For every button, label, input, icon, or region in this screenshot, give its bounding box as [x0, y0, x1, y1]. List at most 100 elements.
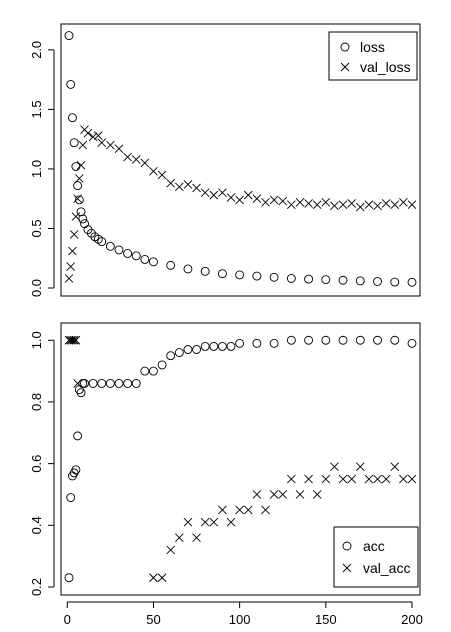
bottom-x-axis: 0 50 100 150 200	[64, 601, 423, 627]
loss-point	[67, 113, 77, 123]
val-acc-point	[200, 517, 210, 527]
val-loss-point	[68, 246, 77, 256]
loss-point	[73, 181, 83, 191]
val-loss-point	[149, 166, 158, 176]
val-acc-point	[321, 474, 331, 484]
val-acc-point	[183, 517, 193, 527]
val-loss-point	[295, 197, 305, 207]
val-loss-point	[209, 190, 219, 200]
loss-point	[123, 249, 133, 258]
val-acc-point	[218, 505, 227, 515]
val-loss-point	[261, 197, 270, 207]
val-loss-point	[347, 199, 356, 208]
loss-point	[407, 277, 417, 287]
acc-point	[157, 360, 167, 370]
legend-label-val-loss: val_loss	[360, 59, 411, 75]
val-loss-point	[174, 182, 184, 192]
y-tick-label: 0.6	[29, 455, 44, 473]
loss-point	[78, 214, 88, 224]
acc-point	[66, 493, 76, 503]
loss-point	[74, 195, 84, 205]
loss-point	[76, 207, 86, 217]
val-loss-point	[123, 152, 132, 162]
val-loss-point	[114, 144, 124, 154]
acc-point	[88, 378, 98, 388]
loss-point	[390, 277, 400, 287]
acc-point	[235, 338, 245, 348]
y-tick-label: 1.0	[29, 331, 44, 349]
val-loss-point	[399, 197, 408, 207]
top-points	[64, 31, 417, 287]
acc-point	[217, 341, 227, 351]
loss-point	[97, 237, 107, 247]
legend-symbol	[340, 42, 350, 52]
val-loss-point	[183, 180, 193, 189]
val-acc-point	[338, 474, 348, 484]
acc-point	[252, 338, 262, 348]
x-tick-label: 50	[146, 612, 160, 627]
val-acc-point	[390, 462, 400, 472]
val-acc-point	[73, 379, 82, 388]
val-acc-point	[166, 545, 176, 555]
val-loss-point	[76, 161, 86, 170]
acc-point	[304, 335, 314, 345]
acc-point	[123, 378, 133, 388]
val-loss-point	[235, 195, 244, 205]
loss-point	[252, 271, 262, 281]
val-acc-point	[243, 505, 253, 515]
acc-point	[174, 348, 184, 358]
top-legend: loss val_loss	[328, 31, 418, 81]
val-acc-point	[252, 490, 262, 499]
acc-point	[80, 378, 89, 388]
val-loss-point	[166, 178, 176, 188]
val-acc-point	[149, 573, 158, 583]
val-loss-point	[252, 194, 262, 204]
val-loss-point	[338, 200, 348, 209]
top-legend-box	[328, 31, 418, 81]
legend-symbol	[340, 62, 350, 72]
loss-point	[304, 274, 314, 284]
acc-point	[131, 378, 141, 388]
acc-point	[373, 335, 382, 345]
loss-point	[114, 245, 124, 255]
bottom-legend: acc val_acc	[333, 526, 419, 588]
val-acc-point	[373, 474, 382, 484]
val-acc-point	[364, 474, 374, 484]
val-acc-point	[278, 490, 288, 499]
y-tick-label: 2.0	[29, 41, 44, 59]
loss-point	[64, 31, 74, 41]
x-tick-label: 200	[401, 612, 423, 627]
val-acc-point	[312, 490, 322, 499]
val-acc-point	[355, 462, 365, 472]
val-loss-point	[390, 200, 400, 209]
acc-point	[269, 338, 279, 348]
loss-point	[105, 241, 115, 251]
acc-point	[192, 345, 201, 354]
loss-point	[373, 277, 382, 286]
acc-point	[166, 351, 176, 361]
legend-marker-loss	[340, 42, 350, 52]
loss-point	[269, 272, 279, 282]
val-acc-point	[295, 490, 305, 499]
acc-point	[97, 378, 107, 388]
loss-point	[66, 79, 76, 89]
val-acc-point	[157, 573, 167, 583]
top-y-axis: 0.0 0.5 1.0 1.5 2.0	[29, 41, 55, 297]
loss-point	[69, 138, 79, 148]
y-tick-label: 0.4	[29, 516, 44, 534]
legend-label-acc: acc	[363, 538, 385, 554]
val-loss-point	[88, 132, 98, 142]
acc-point	[105, 378, 115, 388]
loss-point	[217, 269, 227, 279]
val-acc-point	[330, 462, 339, 472]
x-tick-label: 0	[64, 612, 71, 627]
acc-point	[149, 366, 158, 376]
val-loss-point	[312, 200, 322, 209]
bottom-points	[64, 335, 417, 583]
val-loss-point	[157, 170, 167, 180]
val-loss-point	[407, 200, 417, 209]
val-loss-point	[200, 188, 210, 198]
acc-point	[286, 335, 296, 345]
val-loss-point	[83, 128, 93, 138]
